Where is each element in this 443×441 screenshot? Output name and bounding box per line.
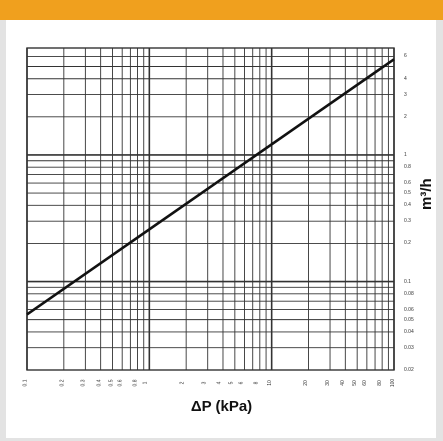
x-tick-label: 8 bbox=[253, 381, 260, 385]
y-tick-label: 3 bbox=[404, 91, 407, 98]
y-tick-label: 0.02 bbox=[404, 367, 414, 373]
y-tick-label: 0.5 bbox=[404, 190, 411, 197]
x-tick-label: 5 bbox=[228, 381, 235, 385]
chart-series bbox=[26, 58, 395, 316]
x-tick-label: 0.8 bbox=[132, 379, 139, 387]
chart-grid bbox=[26, 47, 395, 371]
y-tick-label: 0.8 bbox=[404, 164, 411, 171]
x-tick-label: 80 bbox=[376, 380, 383, 386]
x-tick-label: 0.4 bbox=[96, 379, 103, 387]
x-tick-label: 0.1 bbox=[22, 379, 29, 387]
y-tick-label: 4 bbox=[404, 75, 407, 82]
y-tick-label: 0.04 bbox=[404, 328, 414, 335]
x-tick-label: 0.2 bbox=[59, 379, 66, 387]
x-tick-label: 20 bbox=[303, 380, 310, 386]
y-tick-label: 0.4 bbox=[404, 202, 411, 209]
y-tick-label: 0.1 bbox=[404, 278, 411, 285]
y-tick-label: 0.3 bbox=[404, 218, 411, 225]
y-tick-label: 0.05 bbox=[404, 316, 414, 323]
x-tick-label: 10 bbox=[266, 380, 273, 386]
x-tick-label: 40 bbox=[340, 380, 347, 386]
x-tick-label: 0.3 bbox=[80, 379, 87, 387]
header-bar bbox=[0, 0, 443, 20]
y-tick-label: 0.2 bbox=[404, 240, 411, 247]
y-tick-label: 0.03 bbox=[404, 344, 414, 351]
x-tick-label: 0.5 bbox=[107, 379, 114, 387]
x-tick-label: 30 bbox=[324, 380, 331, 386]
y-tick-label: 6 bbox=[404, 53, 407, 60]
y-axis-title: m³/h bbox=[418, 178, 435, 210]
y-tick-label: 2 bbox=[404, 113, 407, 120]
x-tick-label: 0.6 bbox=[117, 379, 124, 387]
x-tick-label: 1 bbox=[142, 381, 149, 385]
y-tick-label: 0.08 bbox=[404, 290, 414, 297]
x-tick-label: 6 bbox=[237, 381, 244, 385]
y-tick-label: 0.6 bbox=[404, 180, 411, 187]
x-tick-label: 100 bbox=[390, 378, 397, 388]
x-tick-label: 60 bbox=[361, 380, 368, 386]
x-tick-label: 3 bbox=[201, 381, 208, 385]
y-tick-label: 0.06 bbox=[404, 306, 414, 313]
flow-curve bbox=[26, 58, 395, 316]
x-tick-label: 50 bbox=[351, 380, 358, 386]
chart-panel bbox=[6, 20, 436, 438]
y-tick-label: 1 bbox=[404, 151, 407, 158]
x-axis-title: ΔP (kPa) bbox=[190, 398, 253, 415]
plot-border bbox=[26, 47, 395, 371]
x-tick-label: 2 bbox=[179, 381, 186, 385]
x-tick-label: 4 bbox=[216, 381, 223, 385]
